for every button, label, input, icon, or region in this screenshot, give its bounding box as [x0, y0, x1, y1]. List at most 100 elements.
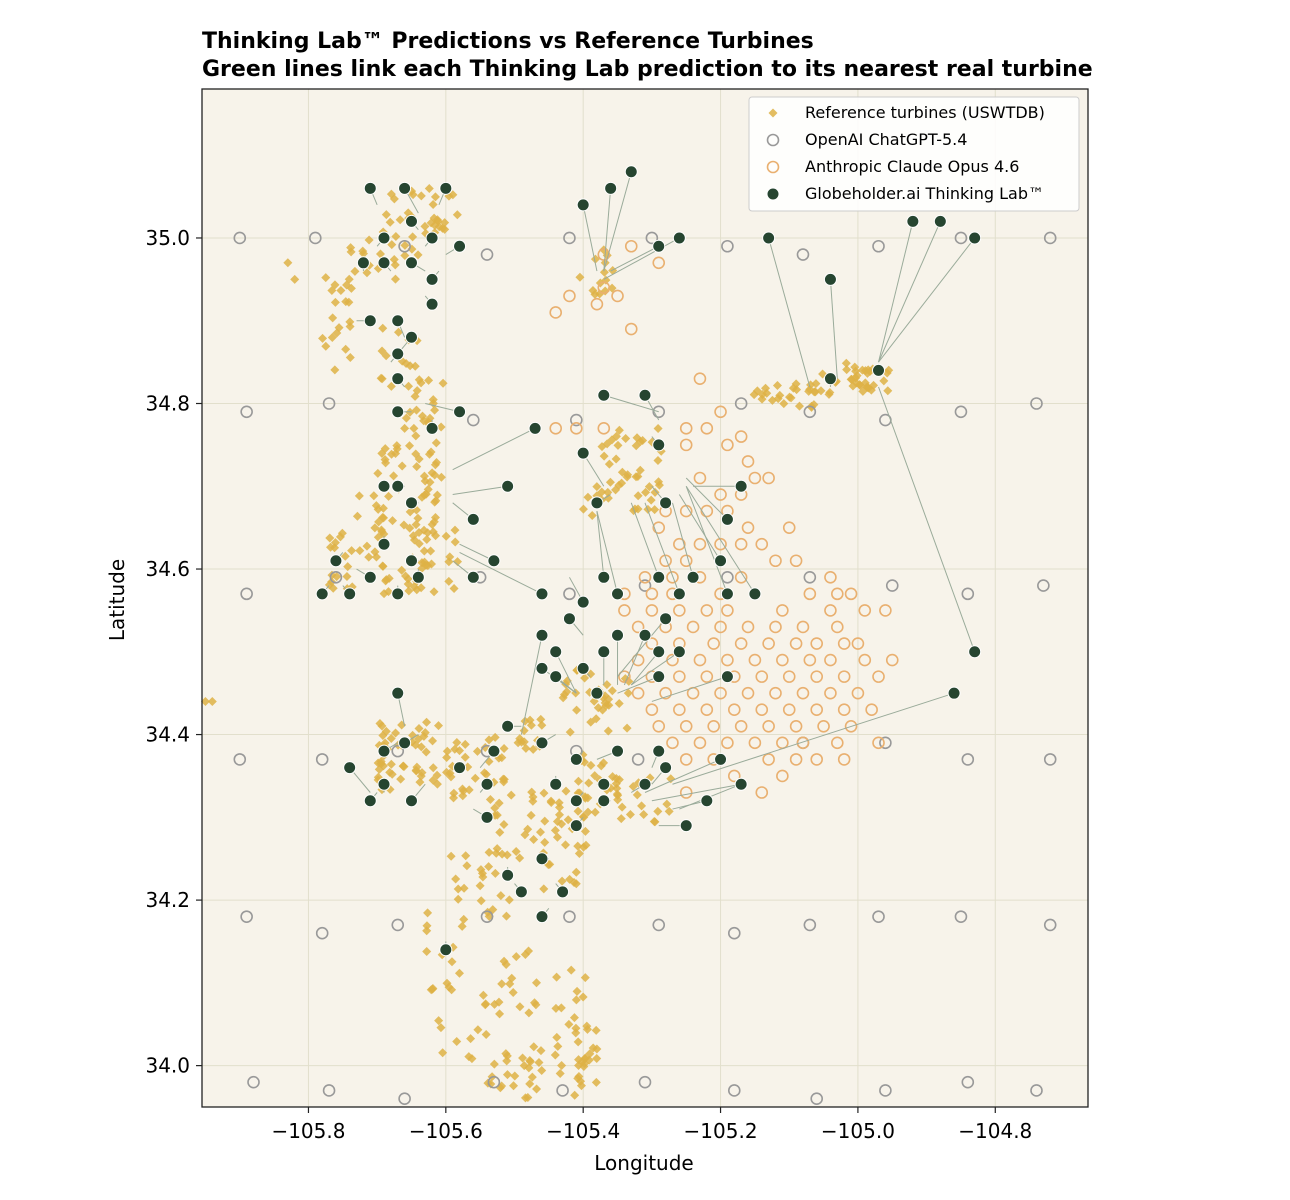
- reference-turbine-point: [396, 774, 406, 784]
- reference-turbine-point: [380, 455, 390, 465]
- reference-turbine-point: [421, 560, 431, 570]
- thinking-lab-point: [439, 181, 453, 195]
- reference-turbine-point: [380, 444, 390, 454]
- reference-turbine-point: [436, 1023, 446, 1033]
- reference-turbine-point: [490, 803, 500, 813]
- reference-turbine-point: [417, 411, 427, 421]
- reference-turbine-point: [621, 434, 631, 444]
- reference-turbine-point: [386, 381, 396, 391]
- claude-point: [782, 703, 796, 717]
- reference-turbine-point: [561, 786, 571, 796]
- reference-turbine-point: [590, 771, 600, 781]
- nearest-link-line: [878, 221, 914, 363]
- reference-turbine-point: [572, 986, 582, 996]
- thinking-lab-point: [377, 256, 391, 270]
- reference-turbine-point: [438, 378, 448, 388]
- nearest-link-line: [644, 502, 680, 595]
- claude-point: [693, 471, 707, 485]
- nearest-turbine-links: [321, 171, 976, 950]
- nearest-link-line: [452, 485, 508, 496]
- reference-turbine-point: [340, 551, 350, 561]
- chatgpt-point: [398, 1092, 411, 1106]
- thinking-lab-point: [404, 256, 418, 270]
- reference-turbine-point: [573, 1037, 583, 1047]
- claude-point: [645, 703, 659, 717]
- reference-turbine-point: [546, 798, 556, 808]
- reference-turbine-point: [569, 878, 579, 888]
- reference-turbine-point: [436, 472, 446, 482]
- thinking-lab-point: [597, 794, 611, 808]
- claude-point: [879, 604, 892, 617]
- reference-turbine-point: [432, 770, 442, 780]
- reference-turbine-point: [497, 979, 507, 989]
- reference-turbine-point: [573, 806, 583, 816]
- reference-turbine-point: [453, 557, 463, 567]
- claude-point: [693, 653, 707, 667]
- nearest-link-line: [829, 279, 838, 379]
- reference-turbine-point: [494, 997, 504, 1007]
- thinking-lab-point: [528, 421, 542, 435]
- chatgpt-point: [480, 248, 494, 261]
- reference-turbine-point: [413, 250, 423, 260]
- reference-turbine-point: [633, 491, 643, 501]
- thinking-lab-point: [363, 314, 377, 328]
- reference-turbine-point: [421, 489, 431, 499]
- chatgpt-point: [803, 405, 817, 419]
- reference-turbine-point: [346, 243, 356, 253]
- reference-turbine-point: [381, 351, 391, 361]
- reference-turbine-point: [528, 744, 538, 754]
- claude-point: [803, 653, 817, 667]
- reference-turbine-point: [518, 1053, 528, 1063]
- claude-point: [652, 256, 666, 270]
- reference-turbine-point: [576, 1081, 586, 1091]
- chatgpt-point: [233, 753, 247, 766]
- reference-turbine-point: [586, 760, 596, 770]
- chatgpt-point: [1043, 231, 1057, 245]
- thinking-lab-point: [535, 910, 549, 924]
- reference-turbine-point: [591, 1077, 601, 1087]
- reference-turbine-point: [539, 788, 549, 798]
- thinking-lab-point: [604, 181, 618, 195]
- thinking-lab-point: [652, 570, 666, 584]
- reference-turbine-point: [430, 497, 440, 507]
- reference-turbine-point: [622, 472, 632, 482]
- reference-turbine-point: [646, 495, 656, 505]
- x-tick-label: −105.0: [821, 1119, 895, 1143]
- reference-turbine-point: [515, 853, 525, 863]
- reference-turbine-point: [566, 965, 576, 975]
- reference-turbine-point: [404, 381, 414, 391]
- reference-turbine-point: [590, 807, 600, 817]
- claude-point: [700, 670, 714, 683]
- thinking-lab-point: [391, 372, 405, 386]
- reference-turbine-point: [604, 459, 614, 469]
- reference-turbine-point: [318, 333, 328, 343]
- reference-turbine-point: [391, 728, 401, 738]
- chatgpt-point: [652, 918, 666, 932]
- reference-turbine-point: [464, 1052, 474, 1062]
- chatgpt-point: [631, 753, 645, 766]
- claude-point: [810, 703, 824, 717]
- reference-turbine-point: [432, 779, 442, 789]
- reference-turbine-point: [416, 378, 426, 388]
- reference-turbine-point: [389, 471, 399, 481]
- thinking-lab-point: [329, 554, 343, 568]
- reference-turbine-point: [483, 907, 493, 917]
- chatgpt-point: [329, 571, 343, 584]
- reference-turbine-point: [336, 286, 346, 296]
- plot-frame: [201, 88, 1089, 1108]
- chatgpt-point: [1030, 1084, 1043, 1097]
- claude-point: [831, 587, 844, 601]
- claude-point: [885, 653, 899, 667]
- y-tick-label: 34.0: [145, 1054, 190, 1078]
- thinking-lab-point: [624, 165, 638, 179]
- reference-turbine-point: [408, 232, 418, 242]
- claude-point: [652, 719, 666, 733]
- reference-turbine-point: [481, 999, 491, 1009]
- reference-turbine-point: [321, 273, 331, 283]
- reference-turbine-point: [387, 240, 397, 250]
- reference-turbine-point: [571, 1023, 581, 1033]
- reference-turbine-point: [554, 810, 564, 820]
- thinking-lab-point: [377, 479, 391, 493]
- claude-point: [570, 422, 583, 435]
- reference-turbine-point: [419, 731, 429, 741]
